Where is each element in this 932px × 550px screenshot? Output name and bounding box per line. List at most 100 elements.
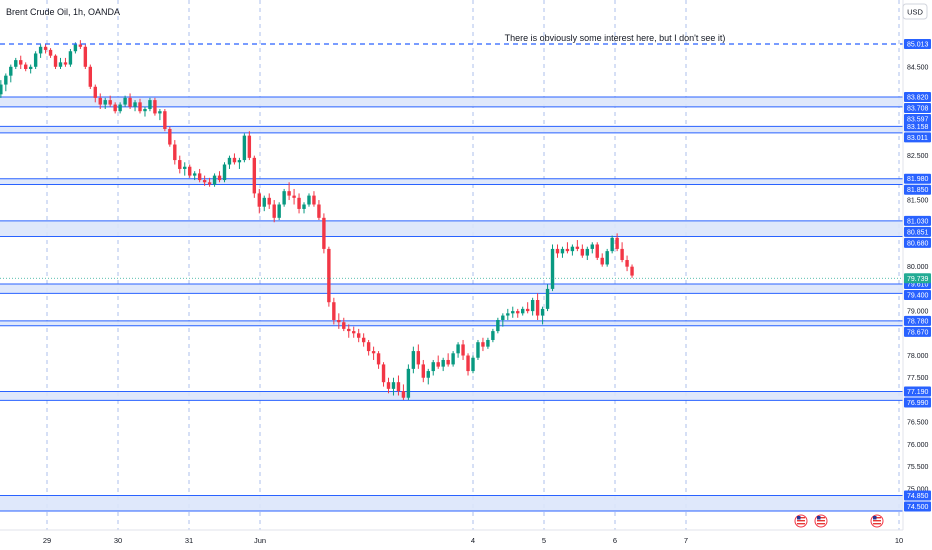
candle-body bbox=[595, 244, 599, 258]
time-tick-label: Jun bbox=[254, 536, 266, 545]
candle-body bbox=[272, 204, 276, 218]
candle-body bbox=[108, 100, 112, 105]
currency-button[interactable]: USD bbox=[902, 3, 928, 20]
us-flag-icon[interactable] bbox=[794, 514, 808, 528]
us-flag-icon[interactable] bbox=[814, 514, 828, 528]
candle bbox=[575, 240, 580, 252]
candle-body bbox=[123, 97, 127, 105]
candle bbox=[93, 84, 97, 103]
candle-body bbox=[540, 308, 545, 316]
us-flag-icon[interactable] bbox=[870, 514, 884, 528]
candle-body bbox=[9, 66, 13, 76]
candle bbox=[98, 93, 102, 109]
candle-body bbox=[486, 339, 490, 347]
candle-body bbox=[560, 248, 565, 254]
time-tick-label: 10 bbox=[895, 536, 903, 545]
zone-price-tag-bg bbox=[904, 397, 931, 408]
zone-price-tag-bg bbox=[904, 91, 931, 102]
resistance-price-tag: 85.013 bbox=[907, 42, 929, 49]
candle-body bbox=[24, 64, 28, 70]
symbol-title: Brent Crude Oil, 1h, OANDA bbox=[6, 7, 120, 17]
us-flag-stripe bbox=[817, 520, 825, 522]
candle bbox=[188, 164, 192, 178]
candle-body bbox=[297, 197, 301, 209]
candle bbox=[173, 140, 177, 165]
candle bbox=[506, 308, 510, 320]
candle-body bbox=[466, 355, 470, 372]
candle bbox=[282, 188, 286, 207]
candle-body bbox=[570, 246, 575, 252]
us-flag-stripe bbox=[873, 523, 881, 525]
candle bbox=[192, 171, 197, 181]
candle bbox=[540, 306, 545, 325]
candle-body bbox=[416, 351, 421, 365]
candle-body bbox=[118, 104, 122, 112]
candle-body bbox=[461, 344, 465, 356]
candle bbox=[38, 44, 43, 58]
candle bbox=[153, 97, 157, 116]
candle-body bbox=[38, 46, 43, 54]
candle bbox=[521, 306, 525, 316]
candle bbox=[550, 244, 555, 292]
zone-price-tag: 76.990 bbox=[907, 400, 929, 407]
candle bbox=[516, 308, 520, 318]
zone-price-tag: 81.850 bbox=[907, 187, 929, 194]
candle-body bbox=[237, 160, 242, 163]
candle-body bbox=[580, 248, 585, 256]
candle-body bbox=[93, 86, 97, 98]
candle bbox=[78, 40, 83, 50]
candle-body bbox=[421, 364, 425, 378]
candle-body bbox=[411, 351, 416, 369]
candle-body bbox=[600, 257, 604, 265]
candle-body bbox=[148, 100, 152, 109]
candle bbox=[128, 93, 132, 109]
zone-price-tag: 83.597 bbox=[907, 116, 929, 123]
candle-body bbox=[242, 135, 247, 161]
candle bbox=[401, 384, 406, 400]
candle bbox=[535, 293, 540, 320]
candle-body bbox=[506, 313, 510, 316]
price-tick-label: 79.000 bbox=[907, 309, 929, 316]
zone-band bbox=[0, 391, 903, 401]
candle-body bbox=[58, 62, 63, 67]
candle-body bbox=[605, 251, 609, 265]
candle-body bbox=[535, 299, 540, 316]
candle-body bbox=[207, 182, 212, 185]
currency-button-frame[interactable] bbox=[902, 3, 928, 20]
candle-body bbox=[312, 195, 316, 205]
candle-body bbox=[471, 357, 475, 372]
candle bbox=[322, 213, 326, 254]
candle-body bbox=[158, 111, 162, 114]
zone-price-tag: 81.030 bbox=[907, 218, 929, 225]
candle bbox=[83, 44, 88, 70]
zone-price-tag: 83.820 bbox=[907, 94, 929, 101]
us-flag-stripe bbox=[797, 523, 805, 525]
candle bbox=[466, 353, 470, 376]
zone-price-tag-bg bbox=[904, 173, 931, 184]
zone-band bbox=[0, 495, 903, 511]
candle bbox=[406, 364, 411, 400]
candle bbox=[396, 375, 401, 396]
candle bbox=[227, 155, 232, 169]
candle-body bbox=[630, 266, 634, 276]
candle bbox=[272, 200, 276, 223]
candle bbox=[118, 102, 122, 114]
candle-body bbox=[88, 66, 93, 87]
candle-body bbox=[501, 315, 505, 320]
candle-body bbox=[19, 60, 23, 65]
candle-body bbox=[496, 319, 500, 332]
candle-body bbox=[327, 248, 331, 303]
candle bbox=[317, 200, 321, 221]
candle bbox=[212, 173, 217, 187]
candle-body bbox=[133, 102, 137, 107]
candle bbox=[381, 362, 386, 387]
candle-body bbox=[63, 62, 68, 65]
candle bbox=[376, 351, 381, 369]
zone-price-tag-bg bbox=[904, 184, 931, 195]
candle bbox=[356, 328, 361, 343]
candle bbox=[267, 193, 271, 209]
candle bbox=[53, 54, 58, 70]
chart-annotation: There is obviously some interest here, b… bbox=[505, 33, 726, 43]
zone-price-tag: 74.850 bbox=[907, 493, 929, 500]
